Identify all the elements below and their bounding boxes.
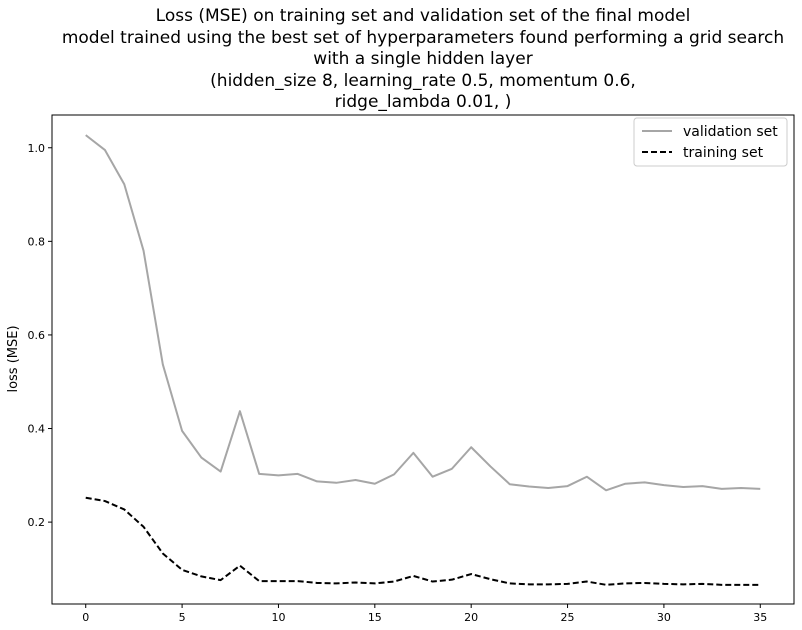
x-tick-label: 15 <box>368 611 382 624</box>
y-tick-label: 0.2 <box>28 516 46 529</box>
y-axis-label: loss (MSE) <box>6 325 21 392</box>
series-lines <box>85 134 761 586</box>
y-tick-label: 0.4 <box>28 423 46 436</box>
training-set-line <box>85 496 761 586</box>
title-line-1: Loss (MSE) on training set and validatio… <box>156 6 691 26</box>
legend-label-validation: validation set <box>683 124 778 140</box>
y-tick-label: 0.8 <box>28 235 46 248</box>
x-tick-label: 35 <box>753 611 767 624</box>
title-line-5: ridge_lambda 0.01, ) <box>335 92 512 112</box>
chart-title: Loss (MSE) on training set and validatio… <box>62 6 784 112</box>
x-tick-label: 20 <box>464 611 478 624</box>
x-tick-label: 10 <box>271 611 285 624</box>
plot-area-frame <box>51 114 795 605</box>
legend-box <box>633 117 788 167</box>
x-axis-ticks: 0 5 10 15 20 25 30 35 <box>82 604 767 624</box>
validation-set-line <box>85 134 761 492</box>
y-axis-ticks: 0.2 0.4 0.6 0.8 1.0 <box>28 142 52 529</box>
x-tick-label: 25 <box>561 611 575 624</box>
legend-label-training: training set <box>683 145 764 161</box>
y-tick-label: 1.0 <box>28 142 46 155</box>
x-tick-label: 30 <box>657 611 671 624</box>
title-line-3: with a single hidden layer <box>313 49 532 69</box>
y-tick-label: 0.6 <box>28 329 46 342</box>
title-line-2: model trained using the best set of hype… <box>62 28 784 48</box>
legend: validation set training set <box>633 117 788 167</box>
x-tick-label: 5 <box>179 611 186 624</box>
x-tick-label: 0 <box>82 611 89 624</box>
title-line-4: (hidden_size 8, learning_rate 0.5, momen… <box>210 71 636 91</box>
